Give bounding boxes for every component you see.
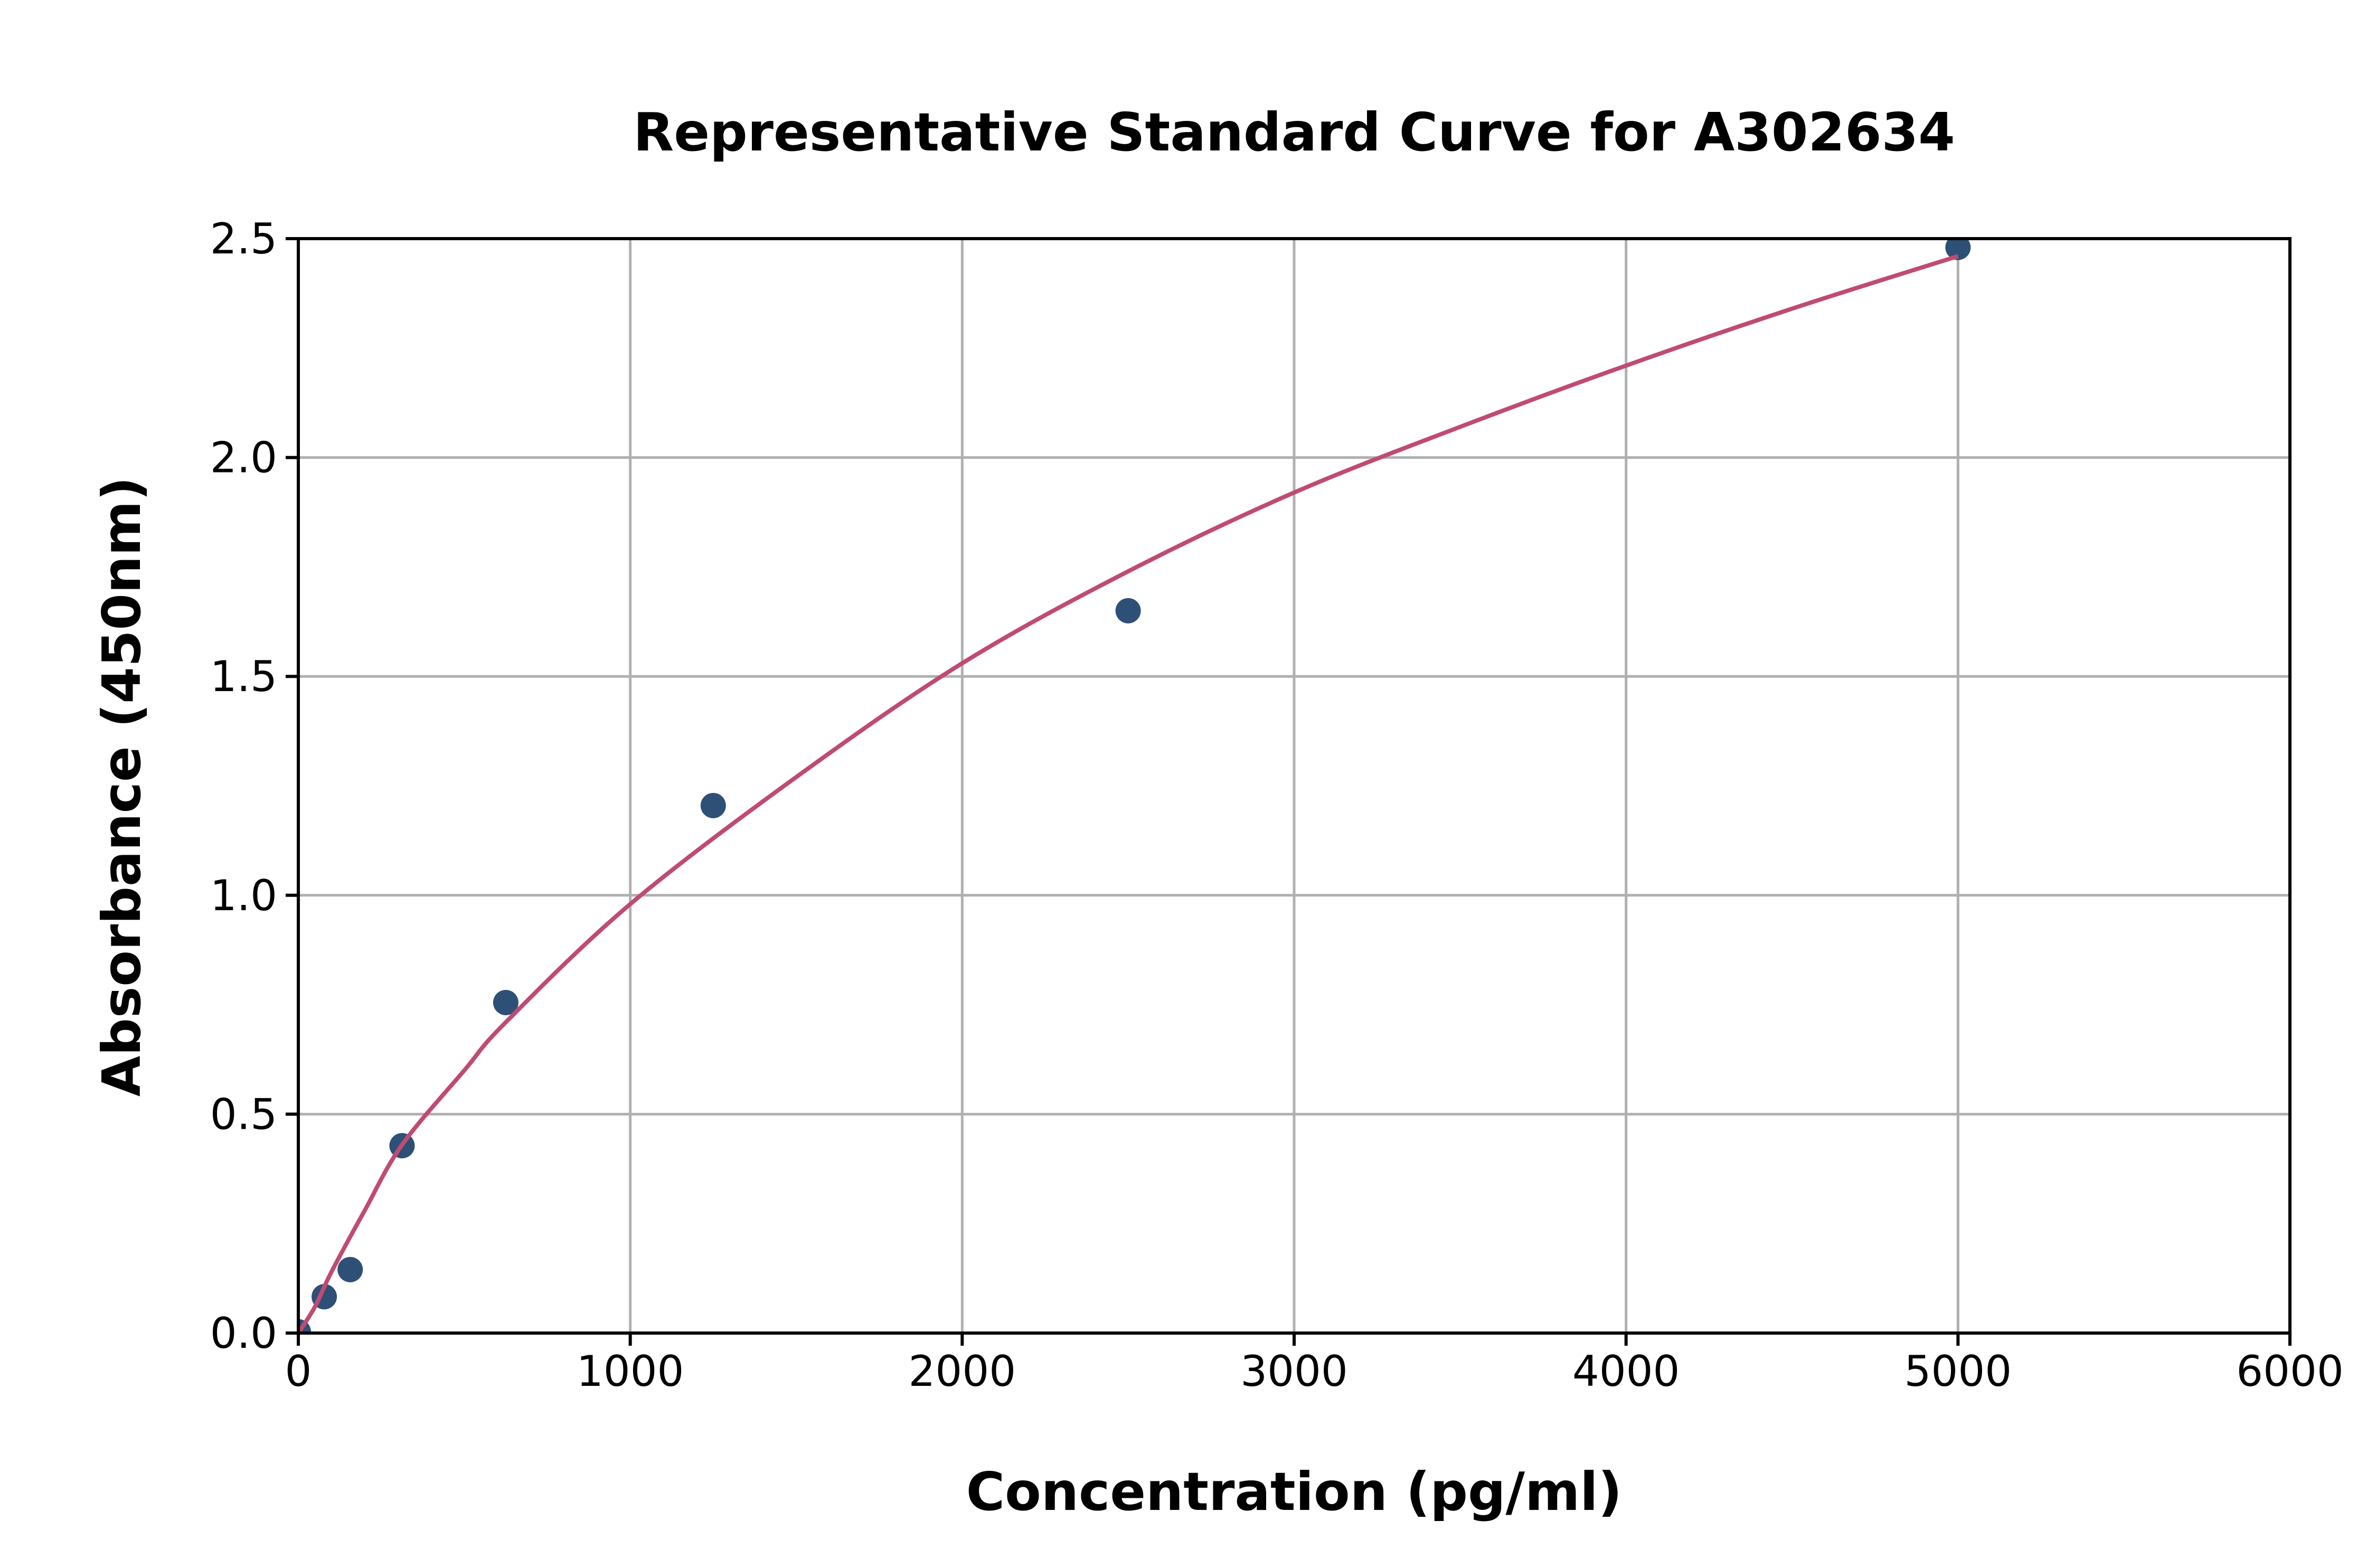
y-tick-label: 0.0 <box>210 1309 277 1358</box>
data-point <box>700 792 726 818</box>
x-tick-label: 6000 <box>2236 1347 2344 1396</box>
x-tick-label: 0 <box>285 1347 312 1396</box>
fit-curve <box>298 254 1959 1333</box>
data-point <box>493 989 518 1015</box>
y-tick-label: 0.5 <box>210 1090 277 1139</box>
ticks: 0 1000 2000 3000 4000 5000 6000 0.0 0.5 1.0 1.5 2.0… <box>210 214 2344 1396</box>
x-tick-label: 3000 <box>1240 1347 1348 1396</box>
x-tick-label: 2000 <box>909 1347 1016 1396</box>
data-point <box>1115 598 1141 624</box>
y-tick-label: 2.0 <box>210 433 277 483</box>
x-tick-label: 1000 <box>577 1347 684 1396</box>
marks <box>298 239 1971 1333</box>
x-axis-label: Concentration (pg/ml) <box>966 1461 1623 1523</box>
plot-content <box>298 239 1971 1333</box>
y-tick-label: 2.5 <box>210 214 277 263</box>
y-tick-label: 1.5 <box>210 652 277 701</box>
x-tick-label: 5000 <box>1904 1347 2012 1396</box>
y-axis-label: Absorbance (450nm) <box>91 477 153 1097</box>
data-point <box>1945 239 1971 260</box>
grid <box>297 237 2292 1335</box>
chart-title: Representative Standard Curve for A30263… <box>633 101 1955 163</box>
data-point <box>337 1257 363 1282</box>
x-tick-label: 4000 <box>1572 1347 1680 1396</box>
y-tick-label: 1.0 <box>210 871 277 920</box>
